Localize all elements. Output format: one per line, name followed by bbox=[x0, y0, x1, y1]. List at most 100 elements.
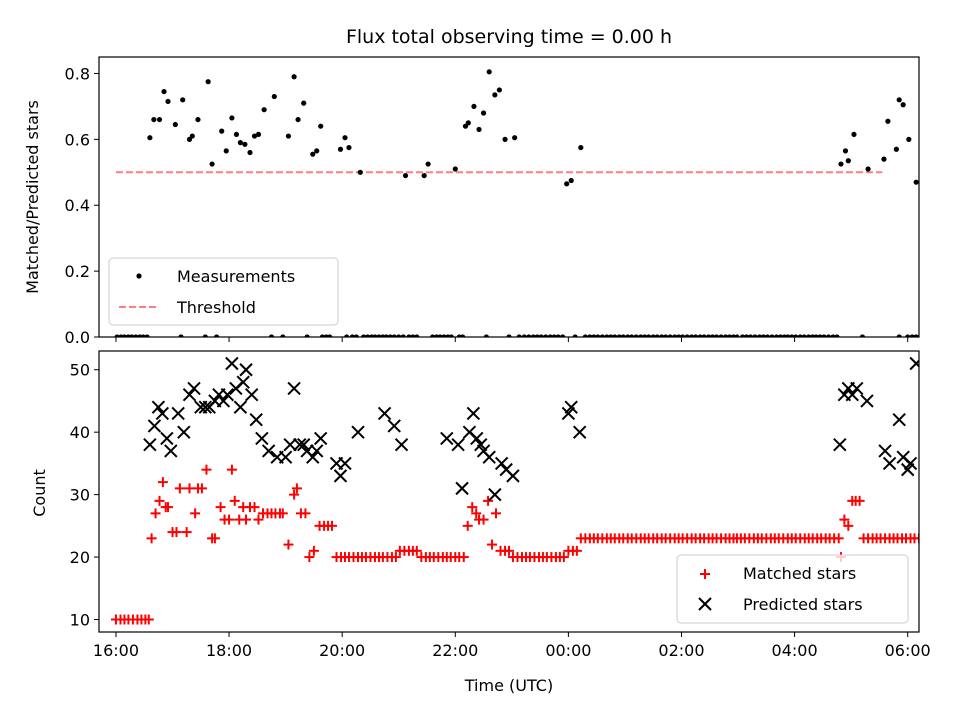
measurement-point bbox=[327, 334, 333, 337]
measurement-point bbox=[476, 126, 482, 133]
matched-stars-point bbox=[914, 533, 919, 544]
measurement-point bbox=[865, 166, 871, 172]
measurement-point bbox=[896, 97, 902, 103]
measurement-point bbox=[496, 87, 502, 93]
measurement-point bbox=[209, 161, 215, 167]
matched-stars-point bbox=[184, 483, 195, 494]
measurement-point bbox=[242, 141, 248, 147]
predicted-stars-point bbox=[878, 444, 892, 458]
measurement-point bbox=[620, 334, 626, 337]
bottom-ylabel: Count bbox=[30, 469, 49, 517]
measurement-point bbox=[247, 149, 253, 156]
predicted-stars-point bbox=[233, 400, 248, 414]
measurement-point bbox=[789, 334, 795, 337]
measurement-point bbox=[706, 334, 712, 337]
predicted-stars-point bbox=[850, 381, 864, 396]
matched-stars-point bbox=[490, 508, 501, 519]
legend-threshold-label: Threshold bbox=[176, 298, 256, 317]
measurement-point bbox=[365, 334, 371, 337]
measurement-point bbox=[663, 334, 669, 337]
y-tick-label: 0.8 bbox=[65, 64, 90, 83]
plot-area bbox=[110, 356, 919, 625]
predicted-stars-point bbox=[482, 450, 496, 464]
matched-stars-point bbox=[843, 520, 854, 531]
x-tick-label: 00:00 bbox=[545, 641, 591, 660]
measurement-point bbox=[551, 334, 557, 337]
measurement-point bbox=[483, 334, 489, 337]
measurement-point bbox=[421, 172, 427, 179]
measurement-point bbox=[667, 334, 673, 337]
measurement-point bbox=[202, 334, 208, 337]
measurement-point bbox=[701, 334, 707, 337]
measurement-point bbox=[319, 334, 325, 337]
measurement-point bbox=[885, 118, 891, 124]
matched-stars-point bbox=[854, 495, 865, 506]
measurement-point bbox=[165, 98, 171, 105]
measurement-point bbox=[572, 334, 578, 337]
measurement-point bbox=[383, 334, 389, 337]
measurement-point bbox=[830, 334, 836, 337]
predicted-stars-point bbox=[494, 456, 509, 471]
predicted-stars-point bbox=[160, 431, 174, 446]
predicted-stars-point bbox=[171, 406, 185, 421]
measurement-point bbox=[893, 146, 899, 152]
measurement-point bbox=[114, 334, 120, 337]
measurement-point bbox=[318, 123, 324, 129]
measurement-point bbox=[506, 334, 512, 337]
matched-stars-point bbox=[143, 614, 154, 625]
predicted-stars-point bbox=[470, 431, 484, 446]
legend-predicted-label: Predicted stars bbox=[743, 595, 863, 614]
measurement-point bbox=[486, 69, 492, 75]
top-ylabel: Matched/Predicted stars bbox=[23, 100, 42, 294]
predicted-stars-point bbox=[903, 456, 918, 471]
measurement-point bbox=[233, 131, 240, 138]
measurement-point bbox=[825, 334, 832, 337]
predicted-stars-point bbox=[216, 394, 231, 408]
measurement-point bbox=[654, 334, 660, 337]
measurement-point bbox=[342, 135, 348, 141]
measurement-point bbox=[376, 334, 382, 337]
matched-stars-point bbox=[201, 464, 212, 475]
measurement-point bbox=[591, 334, 597, 337]
measurement-point bbox=[625, 334, 631, 337]
measurement-point bbox=[396, 334, 402, 337]
matched-stars-point bbox=[249, 502, 260, 513]
measurement-point bbox=[406, 334, 412, 337]
measurement-point bbox=[452, 166, 458, 172]
predicted-stars-point bbox=[155, 406, 170, 421]
matched-stars-point bbox=[196, 483, 207, 494]
measurement-point bbox=[743, 334, 750, 337]
predicted-stars-point bbox=[244, 388, 259, 402]
measurement-point bbox=[414, 334, 420, 337]
matched-stars-point bbox=[209, 533, 220, 544]
measurement-point bbox=[391, 334, 397, 337]
measurement-point bbox=[271, 93, 277, 100]
measurement-point bbox=[578, 144, 584, 151]
measurement-point bbox=[178, 334, 184, 337]
measurement-point bbox=[410, 334, 416, 337]
legend-matched-marker bbox=[700, 569, 710, 579]
legend-matched-label: Matched stars bbox=[743, 564, 856, 583]
measurement-point bbox=[361, 334, 367, 337]
y-tick-label: 30 bbox=[70, 486, 90, 505]
y-tick-label: 20 bbox=[70, 548, 90, 567]
measurement-point bbox=[251, 133, 258, 139]
measurement-point bbox=[156, 116, 163, 123]
predicted-stars-point bbox=[182, 388, 197, 402]
measurement-point bbox=[357, 169, 363, 175]
matched-stars-point bbox=[833, 533, 844, 544]
matched-stars-point bbox=[146, 533, 157, 544]
measurement-point bbox=[797, 334, 803, 337]
measurement-point bbox=[752, 334, 758, 337]
predicted-stars-point bbox=[909, 356, 919, 371]
measurement-point bbox=[764, 334, 771, 337]
matched-stars-point bbox=[291, 483, 302, 494]
x-tick-label: 22:00 bbox=[432, 641, 478, 660]
matched-stars-point bbox=[558, 552, 569, 563]
measurement-point bbox=[608, 334, 614, 337]
measurement-point bbox=[599, 334, 605, 337]
measurement-point bbox=[646, 334, 652, 337]
measurement-point bbox=[144, 334, 150, 337]
y-tick-label: 40 bbox=[70, 423, 90, 442]
measurement-point bbox=[906, 136, 912, 142]
